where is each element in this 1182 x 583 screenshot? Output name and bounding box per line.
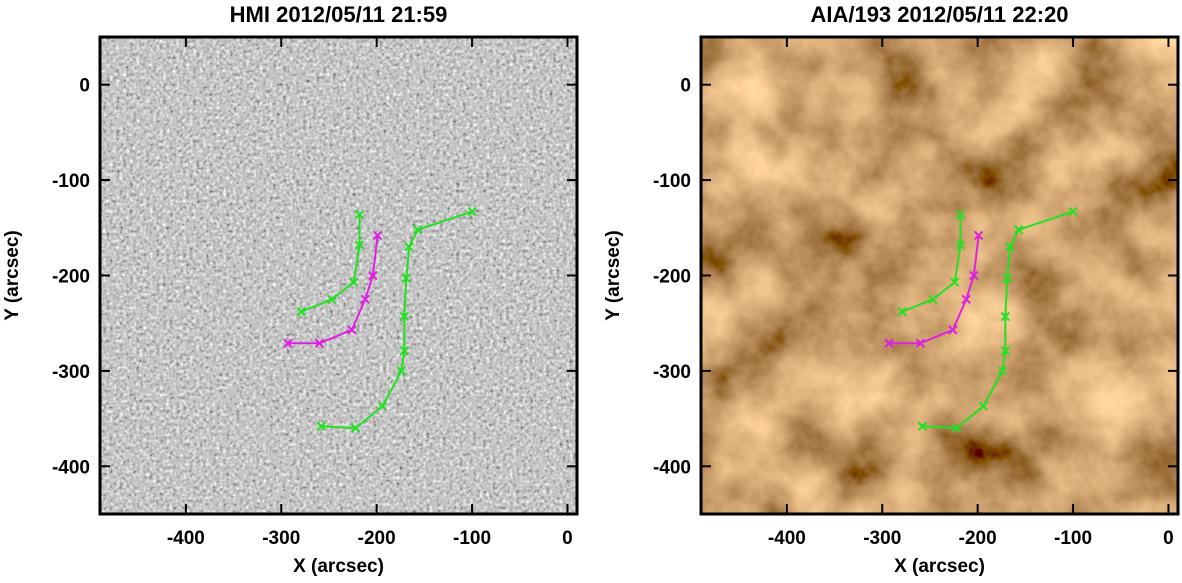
trace-marker: [412, 225, 423, 235]
trace-marker: [1002, 273, 1012, 284]
trace-marker: [969, 270, 979, 281]
y-tick-label: -100: [653, 171, 691, 192]
trace-marker: [404, 242, 414, 252]
trace-marker: [399, 311, 410, 322]
trace-marker: [955, 209, 966, 220]
y-tick-label: -400: [52, 457, 90, 478]
trace-marker: [377, 401, 388, 411]
x-tick-label: -400: [768, 528, 806, 549]
chart-title: AIA/193 2012/05/11 22:20: [810, 2, 1068, 27]
trace-marker: [1013, 225, 1024, 235]
y-tick-label: 0: [680, 76, 691, 97]
trace-marker: [360, 294, 370, 305]
trace-line: [321, 210, 473, 430]
trace-line: [888, 235, 980, 345]
trace-marker: [372, 230, 383, 241]
trace-marker: [296, 307, 307, 317]
trace-marker: [897, 307, 908, 317]
trace-marker: [1000, 311, 1011, 322]
trace-marker: [948, 325, 958, 335]
y-axis-label: Y (arcsec): [2, 230, 23, 321]
trace-marker: [314, 338, 325, 348]
y-tick-label: -100: [52, 171, 90, 192]
trace-marker: [973, 230, 984, 241]
x-axis-label: X (arcsec): [293, 556, 384, 577]
x-tick-label: -200: [959, 528, 997, 549]
trace-marker: [884, 338, 894, 348]
trace-marker: [283, 338, 293, 348]
trace-marker: [915, 338, 926, 348]
y-tick-label: -300: [653, 362, 691, 383]
trace-marker: [350, 423, 361, 433]
y-tick-label: -200: [653, 267, 691, 288]
trace-marker: [349, 277, 359, 287]
trace-line: [287, 235, 379, 345]
trace-marker: [951, 423, 962, 433]
x-tick-label: -300: [863, 528, 901, 549]
trace-marker: [401, 273, 411, 284]
trace-marker: [327, 294, 337, 305]
trace-marker: [997, 366, 1008, 376]
trace-marker: [1000, 346, 1011, 356]
trace-line: [922, 210, 1074, 430]
trace-marker: [950, 277, 960, 287]
x-tick-label: -100: [453, 528, 491, 549]
trace-marker: [978, 401, 989, 411]
x-tick-label: 0: [562, 528, 573, 549]
trace-marker: [467, 206, 477, 217]
trace-marker: [347, 325, 357, 335]
plot-frame: [699, 35, 1180, 516]
y-axis-label: Y (arcsec): [603, 230, 624, 321]
trace-marker: [917, 421, 928, 431]
plot-frame: [98, 35, 579, 516]
trace-marker: [955, 240, 966, 250]
trace-marker: [1068, 206, 1078, 217]
trace-marker: [316, 421, 327, 431]
y-tick-label: -400: [653, 457, 691, 478]
image-background: [100, 37, 577, 514]
trace-marker: [961, 294, 971, 305]
y-tick-label: -200: [52, 267, 90, 288]
y-tick-label: 0: [79, 76, 90, 97]
trace-marker: [354, 209, 365, 220]
trace-marker: [368, 270, 378, 281]
x-tick-label: -300: [262, 528, 300, 549]
x-tick-label: -100: [1054, 528, 1092, 549]
trace-marker: [396, 366, 407, 376]
x-tick-label: -200: [358, 528, 396, 549]
x-tick-label: 0: [1163, 528, 1174, 549]
chart-title: HMI 2012/05/11 21:59: [230, 2, 448, 27]
trace-marker: [1005, 242, 1015, 252]
x-tick-label: -400: [167, 528, 205, 549]
image-background: [701, 37, 1178, 514]
trace-marker: [354, 240, 365, 250]
y-tick-label: -300: [52, 362, 90, 383]
x-axis-label: X (arcsec): [894, 556, 985, 577]
trace-marker: [928, 294, 938, 305]
trace-marker: [399, 346, 410, 356]
